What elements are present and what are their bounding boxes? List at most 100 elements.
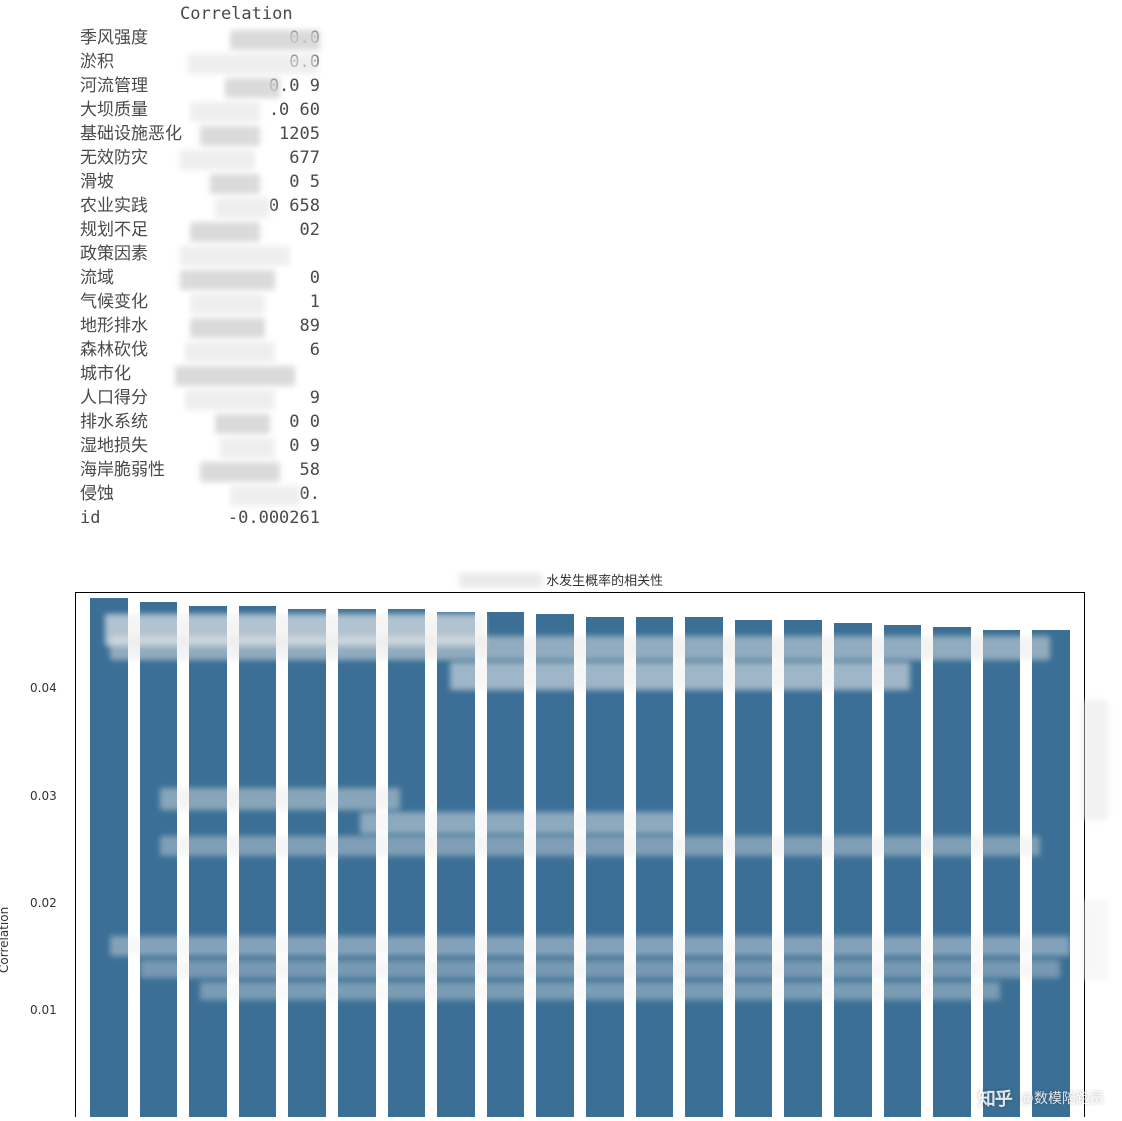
row-label: 地形排水 xyxy=(80,314,190,338)
y-tick-label: 0.01 xyxy=(30,1003,57,1017)
row-value: 0 xyxy=(190,266,320,290)
table-row: 规划不足 02 xyxy=(80,218,320,242)
row-label: 河流管理 xyxy=(80,74,190,98)
y-tick-label: 0.03 xyxy=(30,789,57,803)
bar xyxy=(536,614,574,1117)
bar xyxy=(90,598,128,1117)
row-value: 02 xyxy=(190,218,320,242)
table-row: 河流管理0.0 9 xyxy=(80,74,320,98)
table-row: 森林砍伐6 xyxy=(80,338,320,362)
chart-title: 水发生概率的相关性 xyxy=(0,570,1122,589)
bar xyxy=(288,609,326,1117)
row-value: 0.0 xyxy=(190,50,320,74)
row-label: 滑坡 xyxy=(80,170,190,194)
bar xyxy=(487,612,525,1117)
correlation-bar-chart: 水发生概率的相关性 Correlation 0.01 0.02 0.03 0.04 xyxy=(0,570,1122,1121)
row-value: 58 xyxy=(190,458,320,482)
row-label: 无效防灾 xyxy=(80,146,190,170)
table-row: 城市化 xyxy=(80,362,320,386)
bar xyxy=(933,627,971,1117)
row-value: 677 xyxy=(190,146,320,170)
correlation-table: Correlation 季风强度0.0淤积0.0河流管理0.0 9大坝质量.0 … xyxy=(80,2,320,530)
chart-title-text: 水发生概率的相关性 xyxy=(546,573,663,588)
row-label: 基础设施恶化 xyxy=(80,122,190,146)
zhihu-logo: 知乎 xyxy=(978,1085,1012,1111)
table-row: 侵蚀0. xyxy=(80,482,320,506)
bar xyxy=(784,620,822,1117)
bar xyxy=(239,606,277,1117)
row-label: 侵蚀 xyxy=(80,482,190,506)
table-row: 政策因素 xyxy=(80,242,320,266)
bar xyxy=(586,617,624,1117)
table-row: id-0.000261 xyxy=(80,506,320,530)
table-row: 滑坡0 5 xyxy=(80,170,320,194)
table-row: 人口得分9 xyxy=(80,386,320,410)
row-label: 淤积 xyxy=(80,50,190,74)
row-value xyxy=(190,362,320,386)
bars-container xyxy=(76,593,1084,1117)
row-label: 规划不足 xyxy=(80,218,190,242)
row-value: 0 658 xyxy=(190,194,320,218)
table-row: 农业实践0 658 xyxy=(80,194,320,218)
row-value: 0. xyxy=(190,482,320,506)
bar xyxy=(437,612,475,1117)
row-value: 6 xyxy=(190,338,320,362)
watermark-author: @数模陪跑员 xyxy=(1020,1088,1104,1108)
row-label: 气候变化 xyxy=(80,290,190,314)
y-axis-label: Correlation xyxy=(0,906,11,972)
watermark: 知乎 @数模陪跑员 xyxy=(978,1085,1104,1111)
table-row: 海岸脆弱性 58 xyxy=(80,458,320,482)
row-label: 人口得分 xyxy=(80,386,190,410)
bar xyxy=(1032,630,1070,1117)
row-label: 政策因素 xyxy=(80,242,190,266)
row-value: 0.0 9 xyxy=(190,74,320,98)
bar xyxy=(685,617,723,1117)
row-label: 排水系统 xyxy=(80,410,190,434)
row-value: .0 60 xyxy=(190,98,320,122)
row-value: 0 5 xyxy=(190,170,320,194)
table-row: 气候变化1 xyxy=(80,290,320,314)
bar xyxy=(735,620,773,1117)
bar xyxy=(983,630,1021,1117)
row-value: 0 9 xyxy=(190,434,320,458)
bar xyxy=(834,623,872,1117)
row-label: 海岸脆弱性 xyxy=(80,458,190,482)
column-header-correlation: Correlation xyxy=(170,2,320,26)
row-label: 湿地损失 xyxy=(80,434,190,458)
table-row: 淤积0.0 xyxy=(80,50,320,74)
y-tick-label: 0.02 xyxy=(30,896,57,910)
row-label: id xyxy=(80,506,190,530)
table-row: 季风强度0.0 xyxy=(80,26,320,50)
table-row: 地形排水89 xyxy=(80,314,320,338)
plot-area xyxy=(75,592,1085,1117)
bar xyxy=(636,617,674,1117)
row-label: 城市化 xyxy=(80,362,190,386)
row-value: 1 xyxy=(190,290,320,314)
row-label: 农业实践 xyxy=(80,194,190,218)
table-row: 无效防灾 677 xyxy=(80,146,320,170)
row-value xyxy=(190,242,320,266)
bar xyxy=(884,625,922,1117)
row-value: 9 xyxy=(190,386,320,410)
table-header-row: Correlation xyxy=(80,2,320,26)
table-row: 排水系统0 0 xyxy=(80,410,320,434)
row-value: 0.0 xyxy=(190,26,320,50)
row-value: 1205 xyxy=(190,122,320,146)
row-value: 89 xyxy=(190,314,320,338)
bar xyxy=(140,602,178,1117)
table-row: 基础设施恶化 1205 xyxy=(80,122,320,146)
row-label: 流域 xyxy=(80,266,190,290)
table-row: 流域0 xyxy=(80,266,320,290)
row-value: -0.000261 xyxy=(190,506,320,530)
row-value: 0 0 xyxy=(190,410,320,434)
y-tick-label: 0.04 xyxy=(30,681,57,695)
bar xyxy=(189,606,227,1117)
row-label: 森林砍伐 xyxy=(80,338,190,362)
table-row: 湿地损失0 9 xyxy=(80,434,320,458)
row-label: 季风强度 xyxy=(80,26,190,50)
header-spacer xyxy=(80,2,170,26)
bar xyxy=(338,609,376,1117)
bar xyxy=(388,609,426,1117)
table-row: 大坝质量.0 60 xyxy=(80,98,320,122)
row-label: 大坝质量 xyxy=(80,98,190,122)
